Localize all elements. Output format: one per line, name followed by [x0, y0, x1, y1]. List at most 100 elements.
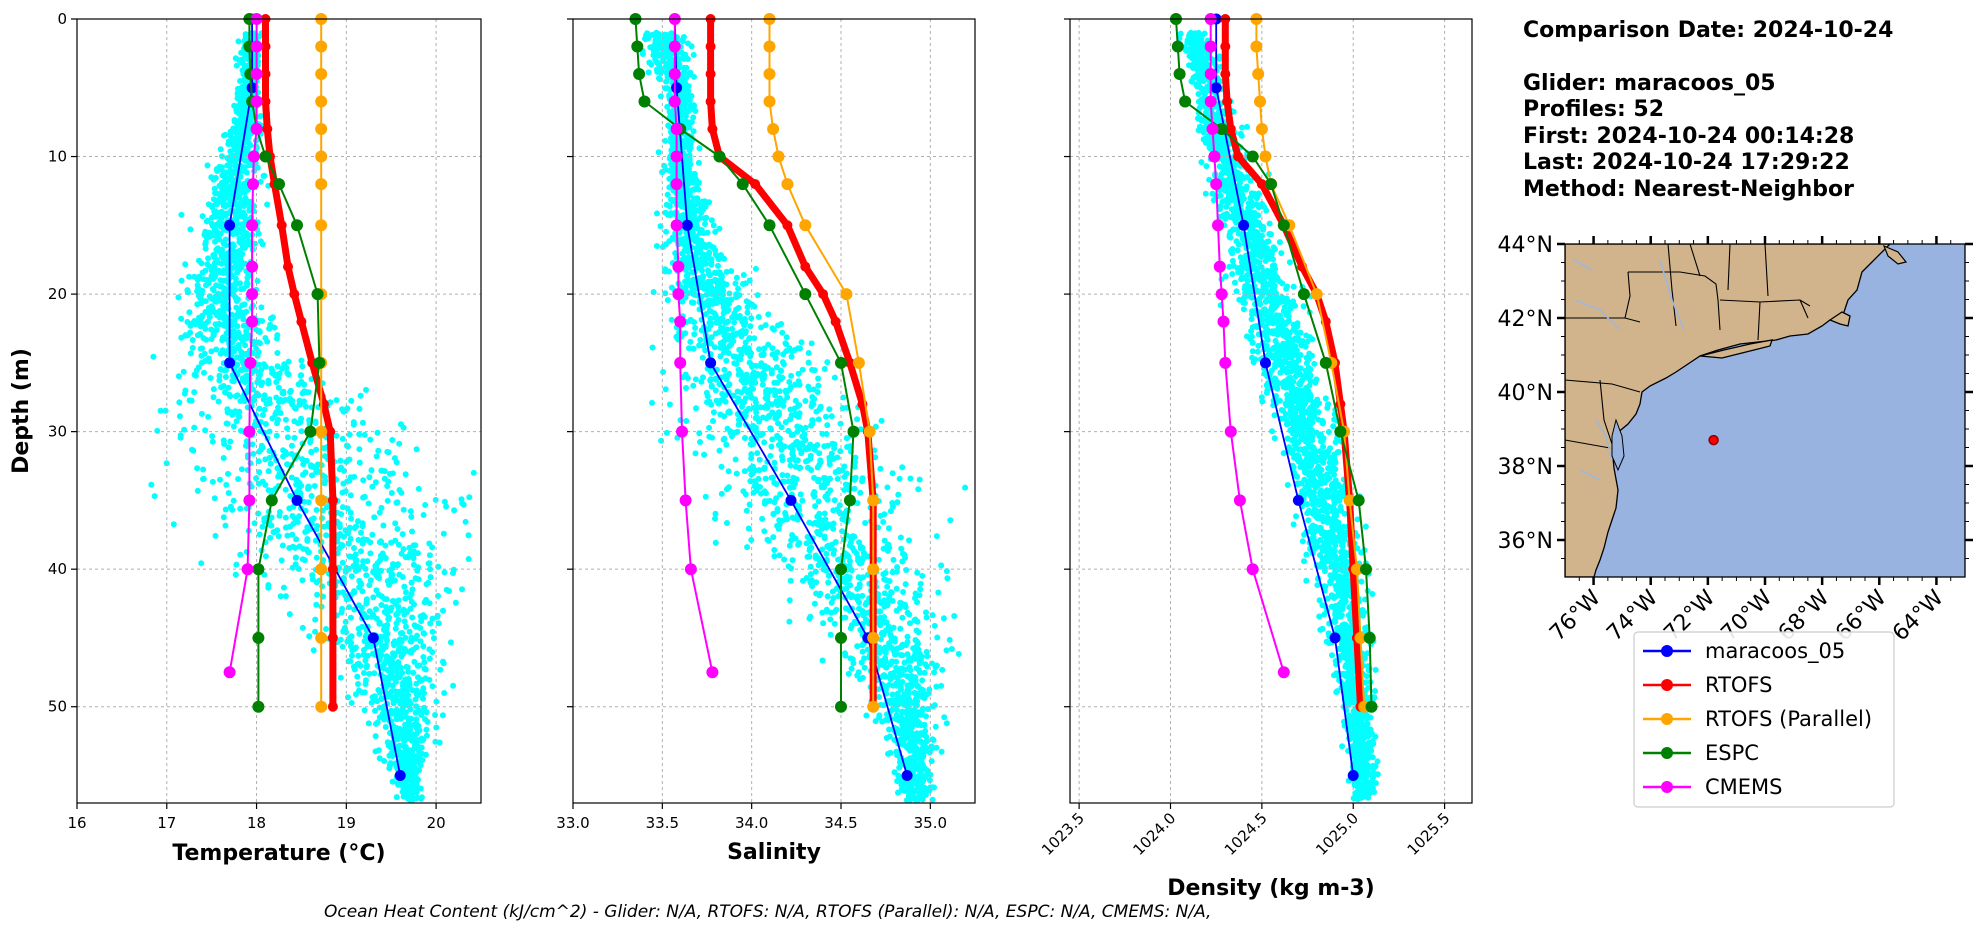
- series-point: [315, 631, 328, 644]
- glider-scatter-point: [376, 509, 383, 516]
- glider-scatter-point: [452, 599, 459, 606]
- glider-scatter-point: [213, 166, 220, 173]
- glider-scatter-point: [202, 241, 209, 248]
- glider-scatter-point: [928, 758, 935, 765]
- series-point: [367, 632, 379, 644]
- glider-scatter-point: [414, 550, 421, 557]
- glider-scatter-point: [888, 589, 895, 596]
- glider-scatter-point: [399, 630, 406, 637]
- glider-scatter-point: [375, 447, 382, 454]
- glider-scatter-point: [379, 550, 386, 557]
- glider-scatter-point: [198, 410, 205, 417]
- glider-scatter-point: [697, 337, 704, 343]
- salinity-panel: 33.0 33.5 34.0 34.5 35.0 Salinity: [556, 13, 976, 865]
- glider-scatter-point: [314, 591, 321, 598]
- glider-scatter-point: [912, 696, 919, 703]
- glider-scatter-point: [212, 321, 219, 328]
- glider-scatter-point: [208, 348, 215, 355]
- glider-scatter-point: [312, 628, 319, 635]
- series-point: [304, 425, 317, 438]
- temperature-xlabel: Temperature (°C): [172, 841, 385, 866]
- glider-scatter-point: [730, 392, 737, 399]
- glider-scatter-point: [202, 267, 209, 274]
- glider-scatter-point: [877, 465, 884, 472]
- series-point: [313, 356, 326, 369]
- series-point: [265, 494, 278, 507]
- glider-scatter-point: [413, 755, 420, 762]
- glider-scatter-point: [393, 611, 400, 618]
- glider-scatter-point: [182, 387, 189, 394]
- glider-scatter-point: [233, 230, 240, 237]
- glider-scatter-point: [647, 44, 654, 51]
- glider-scatter-point: [816, 450, 823, 457]
- glider-scatter-point: [289, 531, 296, 538]
- glider-scatter-point: [694, 217, 701, 224]
- glider-scatter-point: [725, 350, 732, 357]
- glider-scatter-point: [231, 283, 238, 290]
- glider-scatter-point: [353, 523, 360, 530]
- glider-scatter-point: [855, 669, 862, 676]
- glider-scatter-point: [827, 487, 834, 494]
- glider-scatter-point: [254, 164, 261, 171]
- glider-scatter-point: [882, 664, 889, 670]
- glider-scatter-point: [897, 684, 904, 690]
- glider-scatter-point: [418, 618, 425, 625]
- glider-scatter-point: [346, 604, 353, 611]
- glider-scatter-point: [852, 454, 859, 461]
- glider-scatter-point: [465, 532, 472, 539]
- glider-scatter-point: [361, 707, 368, 714]
- glider-scatter-point: [752, 265, 759, 272]
- glider-scatter-point: [360, 477, 367, 484]
- glider-scatter-point: [410, 669, 417, 676]
- glider-scatter-point: [682, 267, 689, 273]
- glider-scatter-point: [218, 384, 225, 391]
- glider-scatter-point: [425, 579, 432, 586]
- glider-scatter-point: [814, 464, 821, 471]
- glider-scatter-point: [360, 536, 367, 543]
- glider-scatter-point: [897, 534, 904, 541]
- glider-scatter-point: [241, 99, 248, 106]
- glider-scatter-point: [904, 711, 911, 718]
- glider-scatter-point: [278, 557, 285, 564]
- glider-scatter-point: [886, 593, 893, 600]
- glider-scatter-point: [301, 398, 307, 405]
- glider-scatter-point: [420, 643, 427, 650]
- glider-scatter-point: [279, 542, 286, 549]
- glider-scatter-point: [692, 376, 699, 383]
- glider-scatter-point: [423, 726, 430, 733]
- glider-scatter-point: [243, 91, 250, 98]
- glider-scatter-point: [811, 474, 818, 481]
- glider-scatter-point: [894, 499, 901, 506]
- glider-scatter-point: [271, 324, 278, 331]
- glider-scatter-point: [772, 392, 779, 399]
- glider-scatter-point: [691, 331, 698, 338]
- glider-scatter-point: [722, 297, 729, 304]
- glider-scatter-point: [767, 425, 774, 432]
- glider-scatter-point: [256, 531, 263, 538]
- glider-scatter-point: [396, 674, 403, 681]
- glider-scatter-point: [926, 749, 933, 756]
- glider-scatter-point: [910, 718, 917, 725]
- glider-scatter-point: [732, 456, 739, 463]
- glider-scatter-point: [792, 463, 799, 470]
- glider-scatter-point: [212, 532, 219, 539]
- glider-scatter-point: [255, 230, 262, 237]
- glider-scatter-point: [218, 260, 225, 267]
- glider-scatter-point: [798, 339, 805, 346]
- glider-scatter-point: [258, 304, 265, 311]
- glider-scatter-point: [309, 472, 315, 479]
- glider-scatter-point: [841, 463, 848, 470]
- glider-scatter-point: [723, 268, 730, 275]
- glider-scatter-point: [312, 420, 319, 426]
- glider-scatter-point: [439, 712, 446, 719]
- glider-scatter-point: [243, 351, 250, 358]
- glider-scatter-point: [211, 495, 218, 502]
- series-point: [246, 260, 259, 273]
- glider-scatter-point: [744, 389, 751, 396]
- glider-scatter-point: [718, 324, 725, 331]
- glider-scatter-point: [369, 483, 376, 490]
- glider-scatter-point: [228, 183, 235, 190]
- glider-scatter-point: [233, 298, 240, 304]
- glider-scatter-point: [889, 500, 896, 506]
- series-point: [315, 150, 328, 163]
